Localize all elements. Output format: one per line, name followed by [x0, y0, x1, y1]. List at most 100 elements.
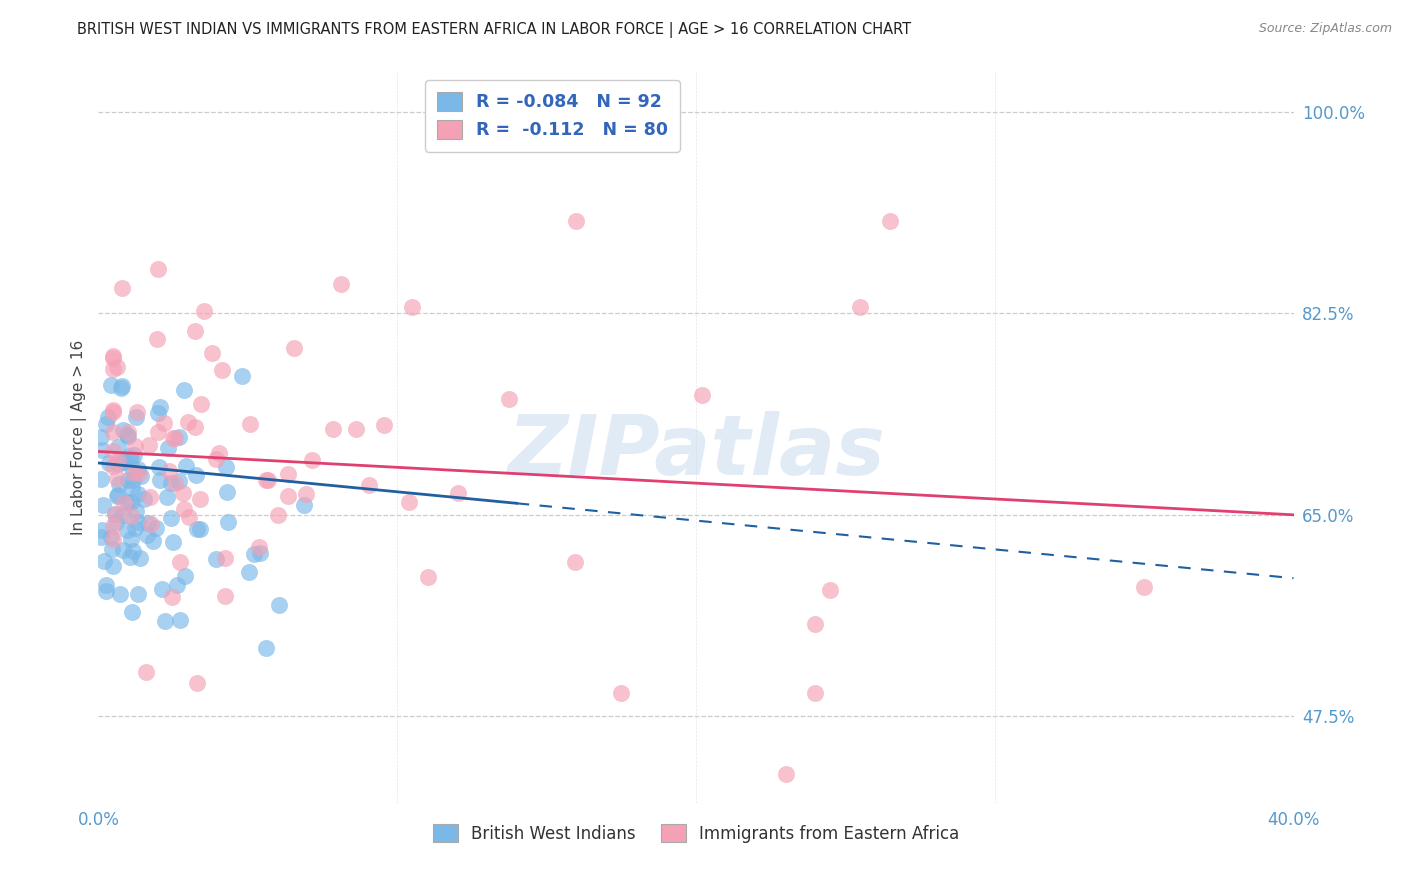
Point: [117, 429, 139, 443]
Point: [401, 301, 423, 315]
Point: [118, 450, 141, 464]
Point: [329, 277, 352, 291]
Point: [217, 484, 239, 499]
Point: [120, 494, 142, 508]
Point: [295, 487, 318, 501]
Point: [111, 378, 134, 392]
Point: [211, 363, 233, 377]
Point: [169, 430, 191, 444]
Point: [256, 473, 278, 487]
Point: [104, 516, 127, 530]
Point: [215, 459, 238, 474]
Point: [128, 466, 150, 480]
Point: [120, 532, 142, 546]
Point: [127, 587, 149, 601]
Point: [121, 482, 143, 496]
Point: [565, 214, 588, 228]
Point: [152, 582, 174, 596]
Point: [267, 508, 290, 522]
Point: [124, 521, 146, 535]
Point: [122, 466, 145, 480]
Point: [167, 474, 190, 488]
Point: [173, 384, 195, 398]
Point: [112, 508, 135, 522]
Point: [204, 551, 226, 566]
Point: [121, 461, 143, 475]
Point: [879, 214, 901, 228]
Point: [775, 767, 797, 781]
Point: [254, 640, 277, 655]
Point: [610, 686, 633, 700]
Point: [127, 461, 149, 475]
Point: [107, 488, 129, 502]
Point: [91, 523, 114, 537]
Point: [125, 504, 148, 518]
Point: [103, 349, 125, 363]
Point: [159, 464, 181, 478]
Point: [117, 425, 139, 439]
Point: [91, 442, 114, 457]
Point: [217, 515, 239, 529]
Point: [141, 534, 163, 549]
Point: [91, 498, 114, 512]
Point: [103, 362, 125, 376]
Point: [103, 444, 125, 458]
Point: [322, 422, 344, 436]
Point: [231, 369, 253, 384]
Point: [239, 417, 262, 431]
Point: [122, 473, 145, 487]
Point: [418, 570, 440, 584]
Point: [447, 486, 470, 500]
Point: [188, 491, 211, 506]
Point: [162, 535, 184, 549]
Point: [120, 509, 142, 524]
Point: [344, 422, 367, 436]
Point: [107, 454, 129, 468]
Point: [141, 517, 163, 532]
Point: [357, 477, 380, 491]
Point: [121, 543, 143, 558]
Point: [153, 614, 176, 628]
Point: [103, 403, 125, 417]
Point: [564, 555, 586, 569]
Point: [174, 459, 197, 474]
Point: [238, 566, 260, 580]
Point: [277, 467, 299, 482]
Point: [135, 665, 157, 679]
Point: [90, 472, 112, 486]
Point: [214, 551, 236, 566]
Point: [148, 400, 170, 414]
Point: [100, 530, 122, 544]
Point: [125, 409, 148, 424]
Point: [115, 495, 138, 509]
Point: [97, 410, 120, 425]
Point: [134, 492, 156, 507]
Point: [173, 502, 195, 516]
Point: [186, 676, 208, 690]
Point: [277, 489, 299, 503]
Text: Source: ZipAtlas.com: Source: ZipAtlas.com: [1258, 22, 1392, 36]
Point: [103, 532, 125, 546]
Point: [148, 425, 170, 440]
Point: [107, 441, 129, 455]
Point: [105, 471, 128, 485]
Point: [103, 351, 125, 366]
Point: [139, 490, 162, 504]
Point: [193, 303, 215, 318]
Point: [243, 548, 266, 562]
Text: BRITISH WEST INDIAN VS IMMIGRANTS FROM EASTERN AFRICA IN LABOR FORCE | AGE > 16 : BRITISH WEST INDIAN VS IMMIGRANTS FROM E…: [77, 22, 911, 38]
Point: [93, 554, 115, 568]
Point: [498, 392, 520, 406]
Point: [117, 428, 139, 442]
Point: [96, 417, 118, 431]
Point: [162, 431, 184, 445]
Point: [105, 489, 128, 503]
Point: [98, 456, 121, 470]
Point: [122, 448, 145, 462]
Point: [148, 459, 170, 474]
Point: [165, 432, 187, 446]
Point: [100, 378, 122, 392]
Point: [107, 457, 129, 471]
Point: [373, 417, 395, 432]
Point: [804, 686, 827, 700]
